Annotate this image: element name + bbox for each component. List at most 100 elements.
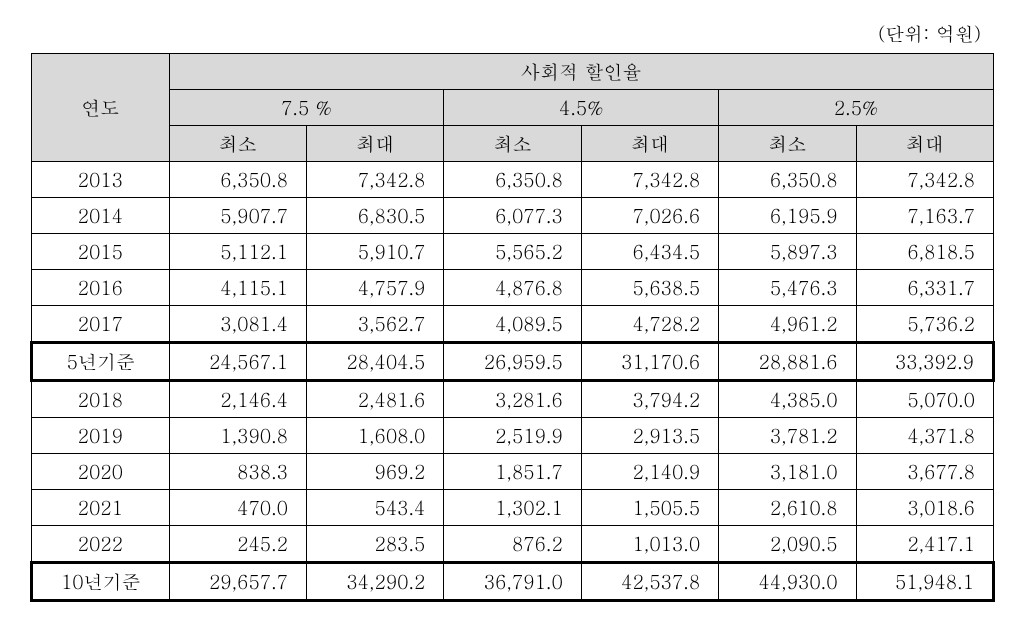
header-rate-2: 2.5% — [719, 90, 994, 126]
cell-value: 2,481.6 — [306, 381, 443, 418]
cell-value: 3,081.4 — [169, 306, 306, 343]
table-row: 20182,146.42,481.63,281.63,794.24,385.05… — [32, 381, 994, 418]
cell-value: 969.2 — [306, 454, 443, 490]
cell-value: 6,350.8 — [444, 162, 581, 198]
cell-value: 2,090.5 — [719, 526, 856, 563]
cell-year: 2015 — [32, 234, 170, 270]
cell-value: 2,140.9 — [581, 454, 718, 490]
cell-value: 4,371.8 — [856, 418, 993, 454]
cell-value: 5,907.7 — [169, 198, 306, 234]
cell-value: 36,791.0 — [444, 563, 581, 601]
cell-value: 3,018.6 — [856, 490, 993, 526]
cell-value: 6,350.8 — [169, 162, 306, 198]
cell-value: 6,350.8 — [719, 162, 856, 198]
table-row: 2021470.0543.41,302.11,505.52,610.83,018… — [32, 490, 994, 526]
cell-year: 2014 — [32, 198, 170, 234]
cell-value: 1,608.0 — [306, 418, 443, 454]
table-row: 20164,115.14,757.94,876.85,638.55,476.36… — [32, 270, 994, 306]
cell-value: 1,013.0 — [581, 526, 718, 563]
cell-value: 28,881.6 — [719, 343, 856, 381]
cell-value: 5,638.5 — [581, 270, 718, 306]
cell-year: 2013 — [32, 162, 170, 198]
cell-value: 4,728.2 — [581, 306, 718, 343]
cell-value: 26,959.5 — [444, 343, 581, 381]
header-sub-max: 최대 — [581, 126, 718, 162]
table-row: 2020838.3969.21,851.72,140.93,181.03,677… — [32, 454, 994, 490]
cell-value: 5,736.2 — [856, 306, 993, 343]
table-row: 20145,907.76,830.56,077.37,026.66,195.97… — [32, 198, 994, 234]
cell-value: 3,794.2 — [581, 381, 718, 418]
header-year: 연도 — [32, 54, 170, 162]
header-sub-min: 최소 — [719, 126, 856, 162]
header-sub-min: 최소 — [444, 126, 581, 162]
table-row: 10년기준29,657.734,290.236,791.042,537.844,… — [32, 563, 994, 601]
cell-value: 51,948.1 — [856, 563, 993, 601]
table-body: 20136,350.87,342.86,350.87,342.86,350.87… — [32, 162, 994, 601]
cell-value: 543.4 — [306, 490, 443, 526]
header-sub-max: 최대 — [856, 126, 993, 162]
header-sub-max: 최대 — [306, 126, 443, 162]
cell-year: 5년기준 — [32, 343, 170, 381]
header-group: 사회적 할인율 — [169, 54, 993, 90]
cell-value: 5,565.2 — [444, 234, 581, 270]
cell-value: 31,170.6 — [581, 343, 718, 381]
cell-value: 470.0 — [169, 490, 306, 526]
cell-value: 24,567.1 — [169, 343, 306, 381]
cell-value: 7,342.8 — [581, 162, 718, 198]
cell-value: 5,910.7 — [306, 234, 443, 270]
cell-value: 4,385.0 — [719, 381, 856, 418]
cell-value: 5,476.3 — [719, 270, 856, 306]
cell-year: 2019 — [32, 418, 170, 454]
table-row: 2022245.2283.5876.21,013.02,090.52,417.1 — [32, 526, 994, 563]
table-row: 20191,390.81,608.02,519.92,913.53,781.24… — [32, 418, 994, 454]
cell-value: 29,657.7 — [169, 563, 306, 601]
cell-value: 3,677.8 — [856, 454, 993, 490]
cell-value: 2,913.5 — [581, 418, 718, 454]
cell-value: 5,070.0 — [856, 381, 993, 418]
cell-value: 6,331.7 — [856, 270, 993, 306]
cell-value: 42,537.8 — [581, 563, 718, 601]
cell-value: 838.3 — [169, 454, 306, 490]
cell-value: 4,876.8 — [444, 270, 581, 306]
cell-value: 2,417.1 — [856, 526, 993, 563]
cell-value: 28,404.5 — [306, 343, 443, 381]
cell-value: 7,163.7 — [856, 198, 993, 234]
cell-value: 5,897.3 — [719, 234, 856, 270]
table-row: 5년기준24,567.128,404.526,959.531,170.628,8… — [32, 343, 994, 381]
cell-year: 2016 — [32, 270, 170, 306]
cell-value: 3,562.7 — [306, 306, 443, 343]
header-rate-1: 4.5% — [444, 90, 719, 126]
cell-value: 2,519.9 — [444, 418, 581, 454]
cell-value: 1,302.1 — [444, 490, 581, 526]
discount-rate-table: 연도 사회적 할인율 7.5 % 4.5% 2.5% 최소 최대 최소 최대 최… — [30, 53, 995, 602]
cell-value: 3,181.0 — [719, 454, 856, 490]
cell-value: 5,112.1 — [169, 234, 306, 270]
cell-value: 1,390.8 — [169, 418, 306, 454]
header-sub-min: 최소 — [169, 126, 306, 162]
cell-value: 4,961.2 — [719, 306, 856, 343]
table-row: 20155,112.15,910.75,565.26,434.55,897.36… — [32, 234, 994, 270]
cell-value: 2,610.8 — [719, 490, 856, 526]
cell-value: 4,757.9 — [306, 270, 443, 306]
unit-label: (단위: 억원) — [30, 20, 995, 47]
cell-value: 6,830.5 — [306, 198, 443, 234]
cell-value: 3,281.6 — [444, 381, 581, 418]
cell-value: 7,026.6 — [581, 198, 718, 234]
cell-value: 6,434.5 — [581, 234, 718, 270]
cell-value: 7,342.8 — [306, 162, 443, 198]
cell-value: 876.2 — [444, 526, 581, 563]
table-row: 20136,350.87,342.86,350.87,342.86,350.87… — [32, 162, 994, 198]
cell-year: 10년기준 — [32, 563, 170, 601]
cell-year: 2018 — [32, 381, 170, 418]
cell-value: 6,077.3 — [444, 198, 581, 234]
table-row: 20173,081.43,562.74,089.54,728.24,961.25… — [32, 306, 994, 343]
cell-value: 6,818.5 — [856, 234, 993, 270]
cell-year: 2022 — [32, 526, 170, 563]
header-rate-0: 7.5 % — [169, 90, 444, 126]
cell-value: 4,115.1 — [169, 270, 306, 306]
cell-value: 44,930.0 — [719, 563, 856, 601]
cell-value: 1,851.7 — [444, 454, 581, 490]
cell-year: 2021 — [32, 490, 170, 526]
cell-year: 2017 — [32, 306, 170, 343]
cell-value: 3,781.2 — [719, 418, 856, 454]
